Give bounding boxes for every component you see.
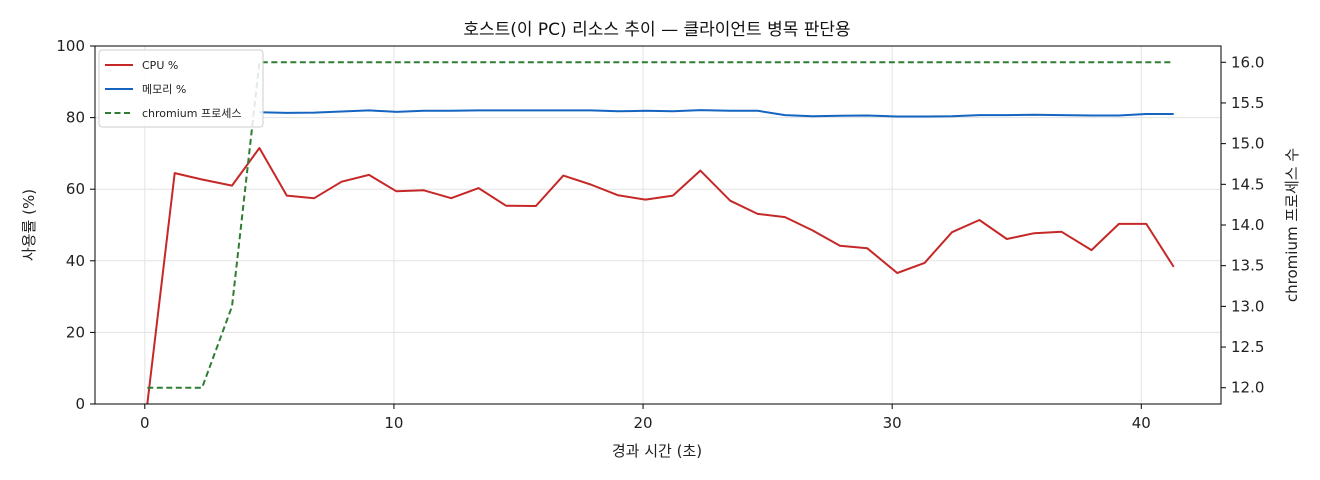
series-line-1 (259, 109, 1174, 118)
y-tick-label: 40 (66, 252, 85, 270)
y-tick-label: 0 (75, 395, 85, 413)
y2-tick-label: 14.5 (1231, 175, 1264, 193)
x-tick-label: 20 (634, 414, 653, 432)
y2-tick-label: 13.5 (1231, 257, 1264, 275)
x-tick-label: 30 (883, 414, 902, 432)
y2-tick-label: 15.5 (1231, 94, 1264, 112)
legend: CPU % 메모리 % chromium 프로세스 (98, 49, 264, 128)
x-tick-label: 0 (140, 414, 150, 432)
x-axis-ticks: 0 10 20 30 40 (140, 404, 1151, 432)
chart-title: 호스트(이 PC) 리소스 추이 — 클라이언트 병목 판단용 (463, 20, 850, 40)
y-tick-label: 60 (66, 180, 85, 198)
y2-tick-label: 15.0 (1231, 135, 1264, 153)
y-tick-label: 80 (66, 109, 85, 127)
series-line-0 (146, 147, 1175, 405)
x-tick-label: 10 (384, 414, 403, 432)
y-tick-label: 100 (56, 37, 85, 55)
plot-frame (94, 45, 1222, 405)
y2-axis-label: chromium 프로세스 수 (1283, 148, 1301, 302)
y2-axis-ticks: 12.0 12.5 13.0 13.5 14.0 14.5 15.0 15.5 16.0 (1221, 53, 1264, 397)
y2-tick-label: 12.0 (1231, 379, 1264, 397)
legend-box (98, 49, 264, 128)
legend-label-1: 메모리 % (142, 83, 186, 96)
y-axis-ticks: 0 20 40 60 80 100 (56, 37, 95, 413)
grid-lines (95, 45, 1221, 405)
legend-label-2: chromium 프로세스 (142, 107, 241, 120)
y2-tick-label: 16.0 (1231, 53, 1264, 71)
x-axis-label: 경과 시간 (초) (612, 442, 702, 460)
x-tick-label: 40 (1132, 414, 1151, 432)
y2-tick-label: 12.5 (1231, 338, 1264, 356)
y-axis-label: 사용률 (%) (20, 189, 38, 261)
y2-tick-label: 13.0 (1231, 297, 1264, 315)
y2-tick-label: 14.0 (1231, 216, 1264, 234)
y-tick-label: 20 (66, 323, 85, 341)
legend-label-0: CPU % (142, 59, 178, 72)
series-group (146, 61, 1175, 405)
